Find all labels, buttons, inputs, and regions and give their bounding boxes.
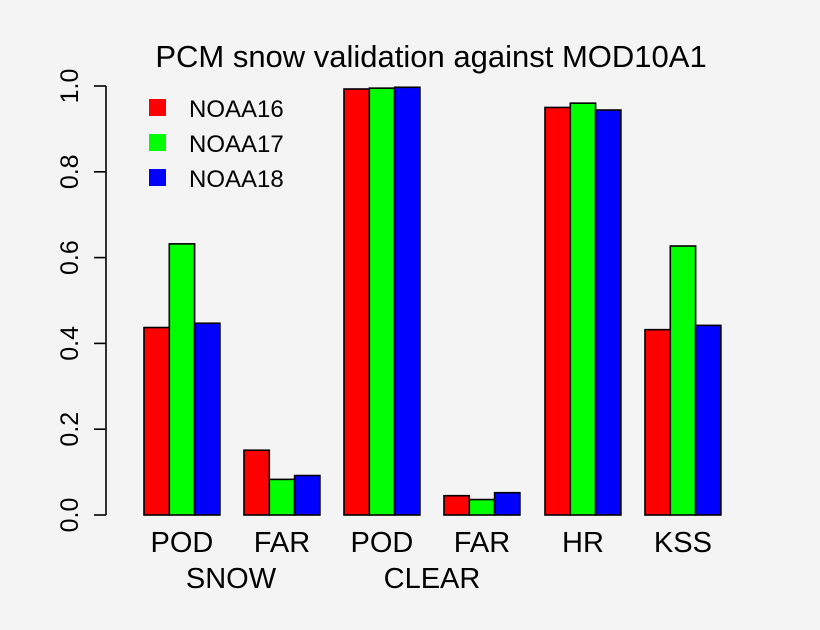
- x-tick-label-2: POD: [351, 527, 414, 559]
- y-tick-label-4: 0.8: [56, 154, 84, 189]
- x-axis-labels: POD FAR POD FAR HR KSS SNOW CLEAR: [151, 527, 712, 595]
- bars-layer: [143, 86, 722, 516]
- bar-noaa17-5: [669, 245, 697, 516]
- bar-noaa16-0: [143, 326, 171, 516]
- y-tick-label-2: 0.4: [56, 326, 84, 361]
- x-group-label-snow: SNOW: [186, 563, 277, 595]
- legend-swatch-noaa17: [149, 134, 166, 151]
- bar-noaa18-2: [393, 86, 421, 516]
- bar-noaa18-0: [193, 322, 221, 516]
- bar-noaa17-0: [168, 243, 196, 516]
- x-tick-label-4: HR: [562, 527, 604, 559]
- y-tick-label-0: 0.0: [56, 498, 84, 533]
- bar-noaa16-2: [343, 88, 371, 516]
- bar-noaa17-4: [569, 102, 597, 516]
- legend-label-noaa16: NOAA16: [189, 96, 284, 123]
- legend-label-noaa17: NOAA17: [189, 131, 284, 158]
- x-tick-label-5: KSS: [654, 527, 712, 559]
- bar-noaa18-1: [293, 474, 321, 516]
- y-tick-label-1: 0.2: [56, 412, 84, 447]
- bar-noaa16-1: [243, 449, 271, 516]
- x-tick-label-0: POD: [151, 527, 214, 559]
- legend: NOAA16 NOAA17 NOAA18: [149, 96, 284, 193]
- legend-swatch-noaa16: [149, 99, 166, 116]
- bar-noaa17-3: [468, 498, 496, 516]
- legend-swatch-noaa18: [149, 169, 166, 186]
- y-tick-label-5: 1.0: [56, 69, 84, 104]
- bar-noaa16-3: [443, 494, 471, 516]
- y-tick-label-3: 0.6: [56, 240, 84, 275]
- bar-noaa18-4: [594, 109, 622, 516]
- bar-noaa17-2: [368, 87, 396, 516]
- y-axis: 0.0 0.2 0.4 0.6 0.8 1.0: [56, 69, 107, 533]
- chart-title: PCM snow validation against MOD10A1: [155, 39, 706, 74]
- x-group-label-clear: CLEAR: [384, 563, 481, 595]
- bar-noaa16-5: [644, 328, 672, 516]
- legend-label-noaa18: NOAA18: [189, 166, 284, 193]
- x-tick-label-3: FAR: [454, 527, 510, 559]
- bar-noaa18-3: [493, 491, 521, 516]
- bar-noaa17-1: [268, 478, 296, 516]
- bar-noaa18-5: [694, 324, 722, 516]
- x-tick-label-1: FAR: [254, 527, 310, 559]
- bar-noaa16-4: [544, 106, 572, 516]
